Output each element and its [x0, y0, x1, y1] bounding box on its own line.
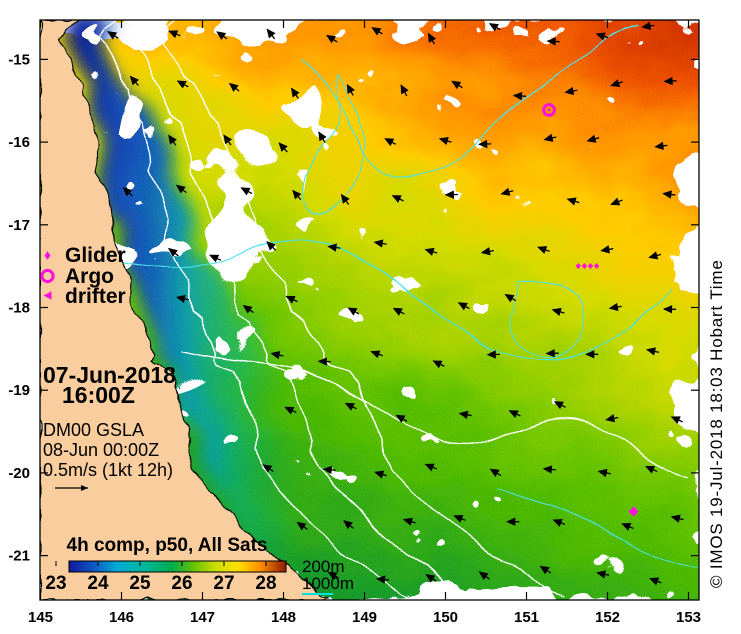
svg-text:152: 152 [595, 609, 620, 626]
svg-text:27: 27 [213, 573, 234, 594]
svg-text:-20: -20 [8, 465, 30, 482]
svg-text:148: 148 [271, 609, 296, 626]
svg-text:25: 25 [129, 573, 151, 594]
svg-text:28: 28 [255, 573, 276, 594]
svg-text:146: 146 [109, 609, 134, 626]
svg-text:151: 151 [514, 609, 539, 626]
svg-text:16:00Z: 16:00Z [62, 382, 135, 408]
svg-text:-19: -19 [8, 382, 30, 399]
svg-text:4h comp, p50, All Sats: 4h comp, p50, All Sats [67, 535, 268, 556]
svg-text:Glider: Glider [65, 244, 126, 267]
svg-text:153: 153 [676, 609, 701, 626]
svg-text:149: 149 [352, 609, 377, 626]
svg-text:08-Jun 00:00Z: 08-Jun 00:00Z [43, 440, 159, 460]
svg-text:-15: -15 [8, 51, 30, 68]
svg-text:1000m: 1000m [302, 574, 354, 593]
svg-text:147: 147 [190, 609, 215, 626]
svg-text:-16: -16 [8, 134, 30, 151]
svg-text:150: 150 [433, 609, 458, 626]
svg-text:-18: -18 [8, 300, 30, 317]
svg-text:24: 24 [87, 573, 109, 594]
svg-text:© IMOS 19-Jul-2018 18:03 Hobar: © IMOS 19-Jul-2018 18:03 Hobart Time [707, 259, 726, 588]
svg-text:-21: -21 [8, 548, 30, 565]
svg-text:145: 145 [28, 609, 53, 626]
svg-text:drifter: drifter [65, 285, 126, 308]
svg-text:-17: -17 [8, 217, 30, 234]
svg-text:26: 26 [171, 573, 192, 594]
svg-text:DM00 GSLA: DM00 GSLA [43, 420, 144, 440]
svg-text:0.5m/s (1kt 12h): 0.5m/s (1kt 12h) [43, 460, 173, 480]
svg-text:23: 23 [45, 573, 66, 594]
